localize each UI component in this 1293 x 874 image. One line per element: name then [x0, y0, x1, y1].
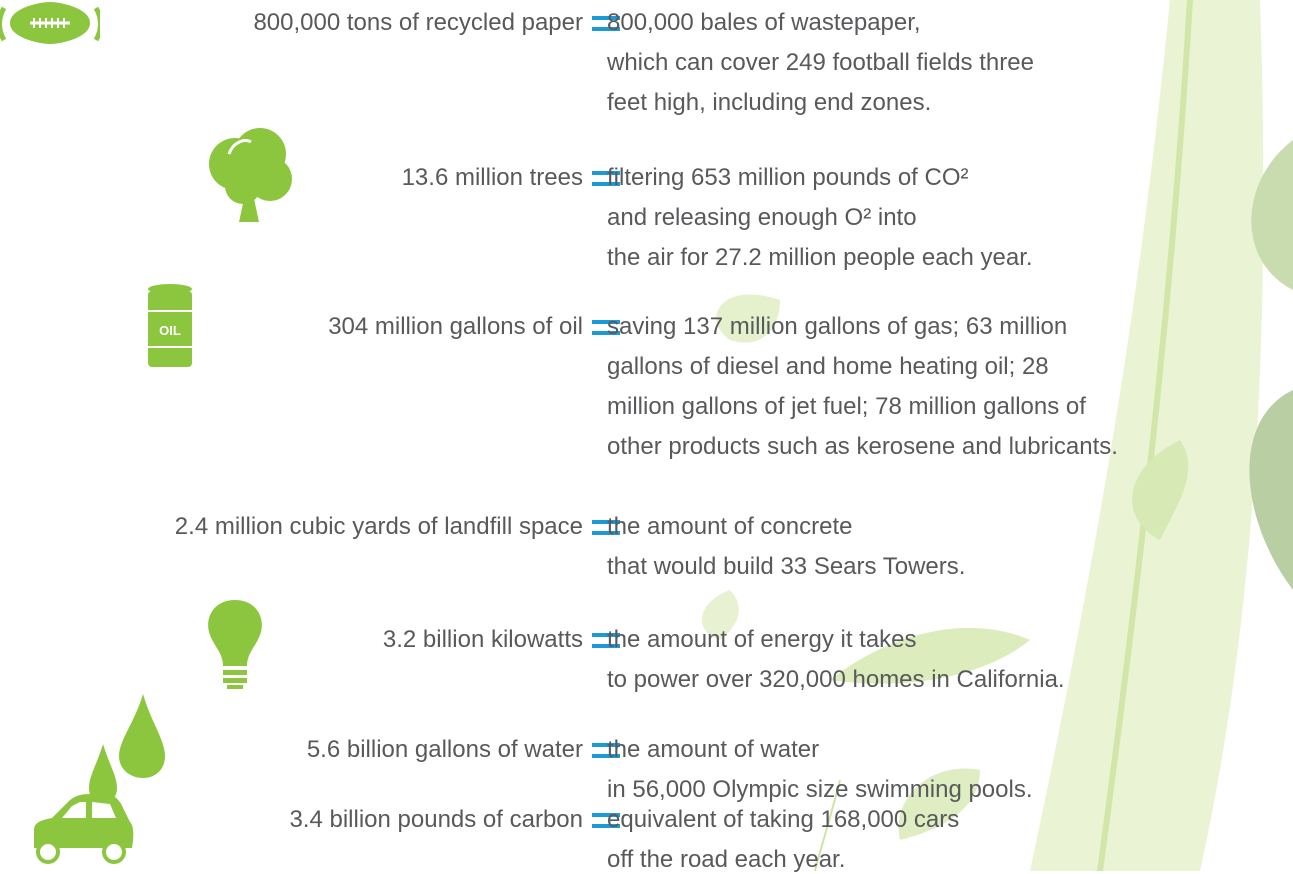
page: 800,000 tons of recycled paper 800,000 ba…: [0, 0, 1293, 871]
equivalent-line: other products such as kerosene and lubr…: [607, 433, 1118, 461]
equivalent-line: the amount of energy it takes: [607, 626, 917, 654]
amount: 800,000 tons of recycled paper: [253, 9, 583, 37]
equivalent-line: filtering 653 million pounds of CO²: [607, 164, 969, 192]
equivalent-line: the amount of concrete: [607, 513, 852, 541]
icon-graphic: OIL: [145, 283, 195, 373]
equivalent-line: saving 137 million gallons of gas; 63 mi…: [607, 313, 1067, 341]
equivalent-line: gallons of diesel and home heating oil; …: [607, 353, 1049, 381]
icon: [205, 124, 295, 229]
equivalent-line: the amount of water: [607, 736, 819, 764]
amount: 2.4 million cubic yards of landfill spac…: [175, 513, 583, 541]
icon-graphic: [0, 0, 100, 46]
icon-graphic: [205, 598, 265, 690]
equivalent-line: feet high, including end zones.: [607, 89, 931, 117]
svg-text:OIL: OIL: [159, 323, 181, 338]
icon-graphic: [205, 124, 295, 224]
equivalent-line: million gallons of jet fuel; 78 million …: [607, 393, 1086, 421]
icon: OIL: [145, 283, 195, 378]
amount: 13.6 million trees: [402, 164, 583, 192]
icon-graphic: [28, 790, 138, 866]
equivalent-line: 800,000 bales of wastepaper,: [607, 9, 921, 37]
amount: 3.4 billion pounds of carbon: [289, 806, 583, 834]
equivalent-line: off the road each year.: [607, 846, 845, 874]
amount: 3.2 billion kilowatts: [383, 626, 583, 654]
equivalent-line: the air for 27.2 million people each yea…: [607, 244, 1033, 272]
amount: 5.6 billion gallons of water: [307, 736, 583, 764]
icon: [205, 598, 265, 695]
equivalent-line: and releasing enough O² into: [607, 204, 917, 232]
equivalent-line: to power over 320,000 homes in Californi…: [607, 666, 1065, 694]
icon: [28, 790, 138, 871]
amount: 304 million gallons of oil: [328, 313, 583, 341]
icon: [0, 0, 100, 51]
equivalent-line: equivalent of taking 168,000 cars: [607, 806, 959, 834]
equivalent-line: in 56,000 Olympic size swimming pools.: [607, 776, 1033, 804]
equivalent-line: which can cover 249 football fields thre…: [607, 49, 1034, 77]
equivalent-line: that would build 33 Sears Towers.: [607, 553, 965, 581]
